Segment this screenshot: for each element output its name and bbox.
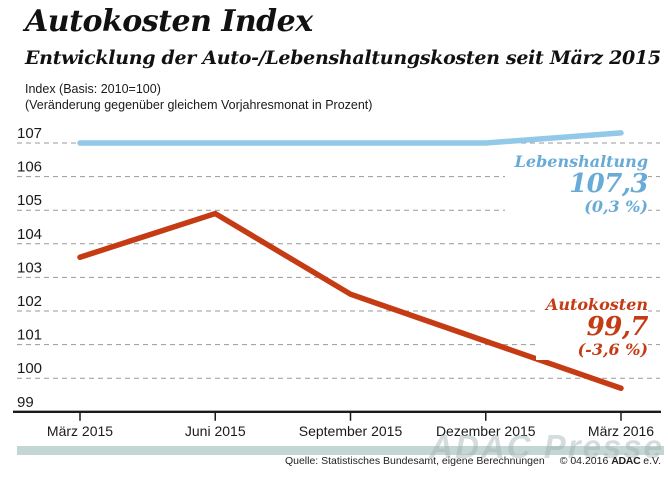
annotation-lebenshaltung: Lebenshaltung 107,3 (0,3 %): [504, 152, 649, 217]
brand-suffix: e.V.: [643, 455, 661, 467]
x-axis-label: September 2015: [299, 423, 403, 439]
x-axis-label: Dezember 2015: [436, 423, 536, 439]
copyright-text: © 04.2016: [559, 455, 609, 467]
series-line-lebenshaltung: [77, 130, 624, 146]
chart-subtitle: Entwicklung der Auto-/Lebenshaltungskost…: [25, 47, 661, 69]
series-line-autokosten: [77, 210, 624, 392]
adac-logo-text: ADAC: [611, 455, 641, 467]
y-axis-label-106: 106: [17, 159, 42, 176]
y-axis-label-107: 107: [17, 125, 42, 142]
autokosten-change: (-3,6 %): [577, 340, 648, 359]
y-axis-label-103: 103: [17, 259, 42, 276]
x-axis-label: März 2015: [47, 423, 113, 439]
autokosten-value: 99,7: [586, 312, 649, 342]
adac-presse-watermark: ADAC Presse: [429, 428, 664, 465]
page-title: Autokosten Index: [25, 4, 313, 39]
autokosten-label: Autokosten: [545, 295, 648, 314]
source-text: Quelle: Statistisches Bundesamt, eigene …: [284, 455, 545, 467]
y-axis-label-104: 104: [17, 226, 42, 243]
x-axis-label: März 2016: [588, 423, 654, 439]
lebenshaltung-value: 107,3: [569, 169, 648, 199]
x-axis-label: Juni 2015: [185, 423, 246, 439]
change-note: (Veränderung gegenüber gleichem Vorjahre…: [25, 98, 373, 112]
y-axis-label-102: 102: [17, 293, 42, 310]
footer-accent-bar: [17, 446, 664, 455]
y-axis-label-100: 100: [17, 360, 42, 377]
y-axis-label-99: 99: [17, 394, 34, 411]
axis-notes: Index (Basis: 2010=100) (Veränderung geg…: [25, 81, 372, 113]
lebenshaltung-label: Lebenshaltung: [514, 152, 648, 171]
lebenshaltung-change: (0,3 %): [584, 197, 648, 216]
index-basis-note: Index (Basis: 2010=100): [25, 82, 161, 96]
source-line: Quelle: Statistisches Bundesamt, eigene …: [285, 455, 661, 467]
y-axis-label-105: 105: [17, 192, 42, 209]
annotation-autokosten: Autokosten 99,7 (-3,6 %): [535, 295, 649, 360]
y-axis-label-101: 101: [17, 327, 42, 344]
